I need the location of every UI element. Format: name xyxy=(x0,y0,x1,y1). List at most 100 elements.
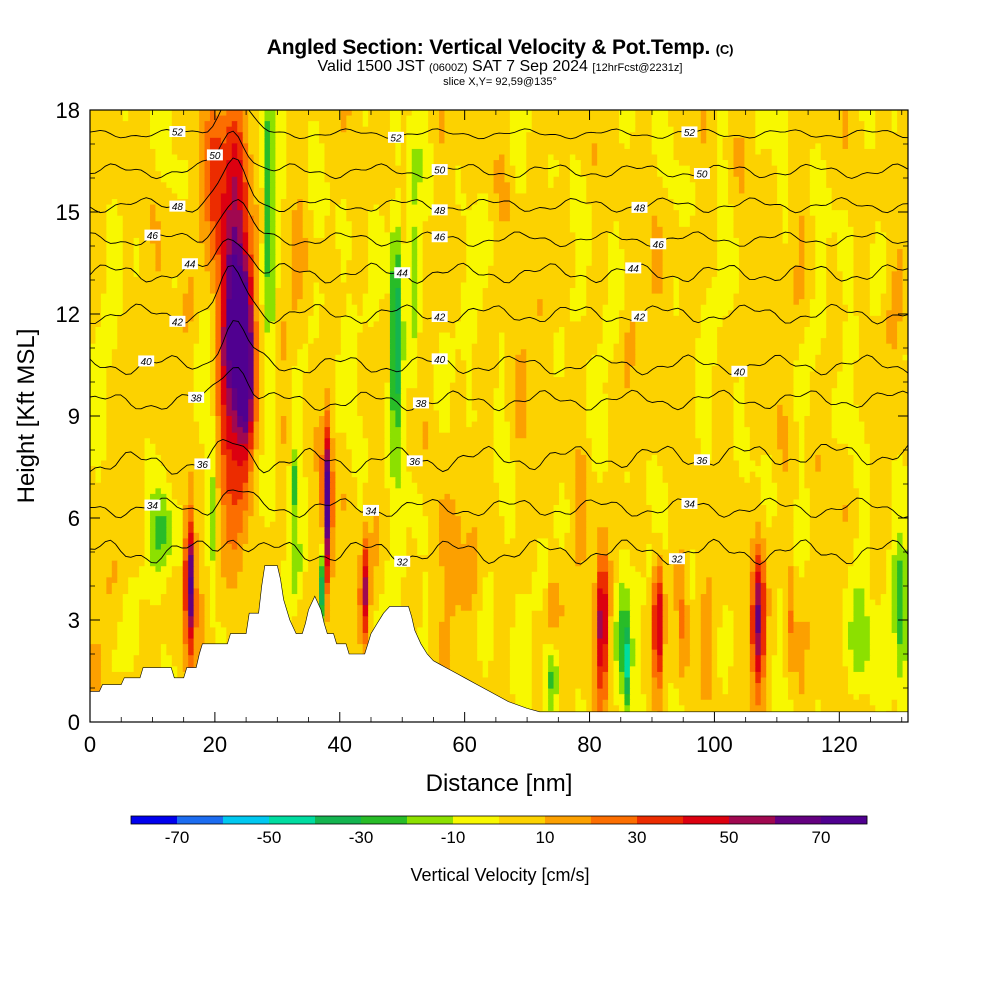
velocity-cell xyxy=(149,126,173,133)
velocity-cell xyxy=(215,388,222,395)
velocity-cell xyxy=(428,649,440,656)
velocity-cell xyxy=(160,221,200,228)
velocity-cell xyxy=(428,616,446,623)
velocity-cell xyxy=(526,399,587,406)
velocity-cell xyxy=(362,549,369,556)
velocity-cell xyxy=(711,649,718,656)
velocity-cell xyxy=(766,616,778,623)
velocity-cell xyxy=(640,638,653,645)
velocity-cell xyxy=(591,215,653,222)
velocity-cell xyxy=(188,571,195,578)
velocity-cell xyxy=(515,527,555,534)
velocity-cell xyxy=(215,243,222,250)
velocity-cell xyxy=(591,660,598,667)
velocity-cell xyxy=(286,482,293,489)
velocity-cell xyxy=(248,210,260,217)
velocity-cell xyxy=(499,154,506,161)
velocity-cell xyxy=(188,171,200,178)
velocity-cell xyxy=(869,532,893,539)
velocity-cell xyxy=(329,549,336,556)
velocity-cell xyxy=(231,260,238,267)
velocity-cell xyxy=(662,599,669,606)
velocity-cell xyxy=(264,393,277,400)
velocity-cell xyxy=(886,332,898,339)
velocity-cell xyxy=(717,243,740,250)
velocity-cell xyxy=(291,532,298,539)
velocity-cell xyxy=(384,454,391,462)
velocity-cell xyxy=(389,354,396,361)
velocity-cell xyxy=(209,371,217,378)
velocity-cell xyxy=(329,482,336,489)
velocity-cell xyxy=(357,310,364,317)
velocity-cell xyxy=(269,210,277,217)
velocity-cell xyxy=(886,577,893,584)
velocity-cell xyxy=(357,599,364,606)
velocity-cell xyxy=(684,555,691,562)
velocity-cell xyxy=(875,599,882,606)
velocity-cell xyxy=(602,310,620,317)
velocity-cell xyxy=(253,288,260,295)
velocity-cell xyxy=(362,616,369,623)
velocity-cell xyxy=(226,393,233,400)
velocity-cell xyxy=(259,321,266,328)
velocity-cell xyxy=(400,349,407,356)
velocity-cell xyxy=(133,249,140,256)
velocity-cell xyxy=(548,588,560,595)
velocity-cell xyxy=(553,532,566,539)
velocity-cell xyxy=(646,549,653,556)
velocity-cell xyxy=(515,532,555,539)
velocity-cell xyxy=(608,432,696,439)
velocity-cell xyxy=(231,493,244,501)
velocity-cell xyxy=(460,532,467,539)
velocity-cell xyxy=(209,237,217,245)
velocity-cell xyxy=(90,260,107,267)
velocity-cell xyxy=(526,365,555,373)
velocity-cell xyxy=(280,438,287,445)
velocity-cell xyxy=(362,577,369,584)
velocity-cell xyxy=(264,377,277,384)
velocity-cell xyxy=(264,176,271,183)
velocity-cell xyxy=(209,477,217,484)
velocity-cell xyxy=(815,143,822,150)
velocity-cell xyxy=(886,260,898,267)
velocity-cell xyxy=(220,477,227,484)
velocity-cell xyxy=(897,599,904,606)
velocity-cell xyxy=(248,410,255,417)
velocity-cell xyxy=(875,226,882,233)
velocity-cell xyxy=(662,588,675,595)
velocity-cell xyxy=(291,466,298,473)
velocity-cell xyxy=(155,532,167,539)
velocity-cell xyxy=(384,382,391,389)
velocity-cell xyxy=(275,243,282,250)
velocity-cell xyxy=(477,416,495,423)
velocity-cell xyxy=(875,115,893,122)
velocity-cell xyxy=(308,260,342,267)
velocity-cell xyxy=(591,610,598,617)
velocity-cell xyxy=(90,644,102,651)
velocity-cell xyxy=(231,226,238,233)
velocity-cell xyxy=(171,543,184,551)
velocity-cell xyxy=(499,499,516,506)
velocity-cell xyxy=(406,354,418,361)
velocity-cell xyxy=(428,516,440,523)
velocity-cell xyxy=(711,610,724,617)
velocity-cell xyxy=(215,605,277,612)
velocity-cell xyxy=(220,549,244,556)
velocity-cell xyxy=(564,360,587,367)
velocity-cell xyxy=(242,171,249,178)
velocity-cell xyxy=(90,254,107,261)
velocity-cell xyxy=(275,488,287,495)
velocity-cell xyxy=(673,204,696,211)
velocity-cell xyxy=(504,399,516,406)
velocity-cell xyxy=(90,304,102,311)
velocity-cell xyxy=(886,315,904,323)
velocity-cell xyxy=(362,304,380,311)
velocity-cell xyxy=(439,132,446,139)
velocity-cell xyxy=(869,466,893,473)
velocity-cell xyxy=(613,655,620,662)
velocity-cell xyxy=(389,382,396,389)
velocity-cell xyxy=(308,126,320,133)
velocity-cell xyxy=(384,410,391,417)
velocity-cell xyxy=(880,293,893,300)
velocity-cell xyxy=(199,226,211,233)
